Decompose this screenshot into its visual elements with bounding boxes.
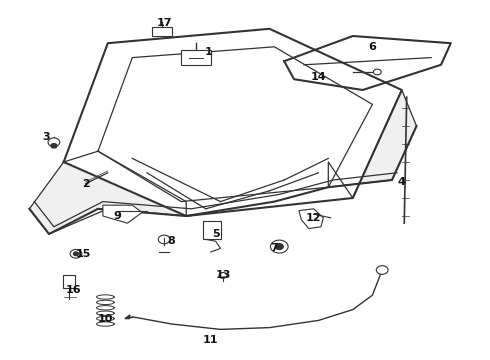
Bar (181, 50, 211, 65)
Circle shape (275, 244, 283, 249)
Polygon shape (125, 315, 130, 319)
Circle shape (74, 252, 78, 256)
Text: 7: 7 (270, 243, 278, 253)
Polygon shape (328, 90, 416, 198)
Bar (63, 275, 75, 288)
Polygon shape (29, 151, 186, 234)
Polygon shape (299, 209, 323, 229)
Circle shape (158, 235, 170, 244)
Text: 14: 14 (311, 72, 326, 82)
Polygon shape (284, 36, 451, 90)
Bar (152, 27, 172, 36)
Text: 11: 11 (203, 335, 219, 345)
Circle shape (270, 240, 288, 253)
Text: 5: 5 (212, 229, 220, 239)
Text: 12: 12 (306, 213, 321, 223)
Polygon shape (103, 205, 142, 223)
Circle shape (70, 249, 82, 258)
Text: 17: 17 (156, 18, 172, 28)
Text: 8: 8 (168, 236, 175, 246)
Circle shape (48, 138, 60, 147)
Circle shape (51, 144, 57, 148)
Text: 2: 2 (82, 179, 90, 189)
Bar (203, 221, 220, 239)
Text: 4: 4 (398, 177, 406, 187)
Text: 10: 10 (98, 314, 113, 324)
Circle shape (219, 273, 227, 278)
Text: 3: 3 (43, 132, 50, 142)
Text: 1: 1 (204, 47, 212, 57)
Polygon shape (64, 29, 402, 216)
Text: 16: 16 (66, 285, 81, 295)
Text: 15: 15 (75, 249, 91, 259)
Circle shape (376, 266, 388, 274)
Text: 9: 9 (114, 211, 122, 221)
Text: 13: 13 (215, 270, 231, 280)
Text: 6: 6 (368, 42, 376, 52)
